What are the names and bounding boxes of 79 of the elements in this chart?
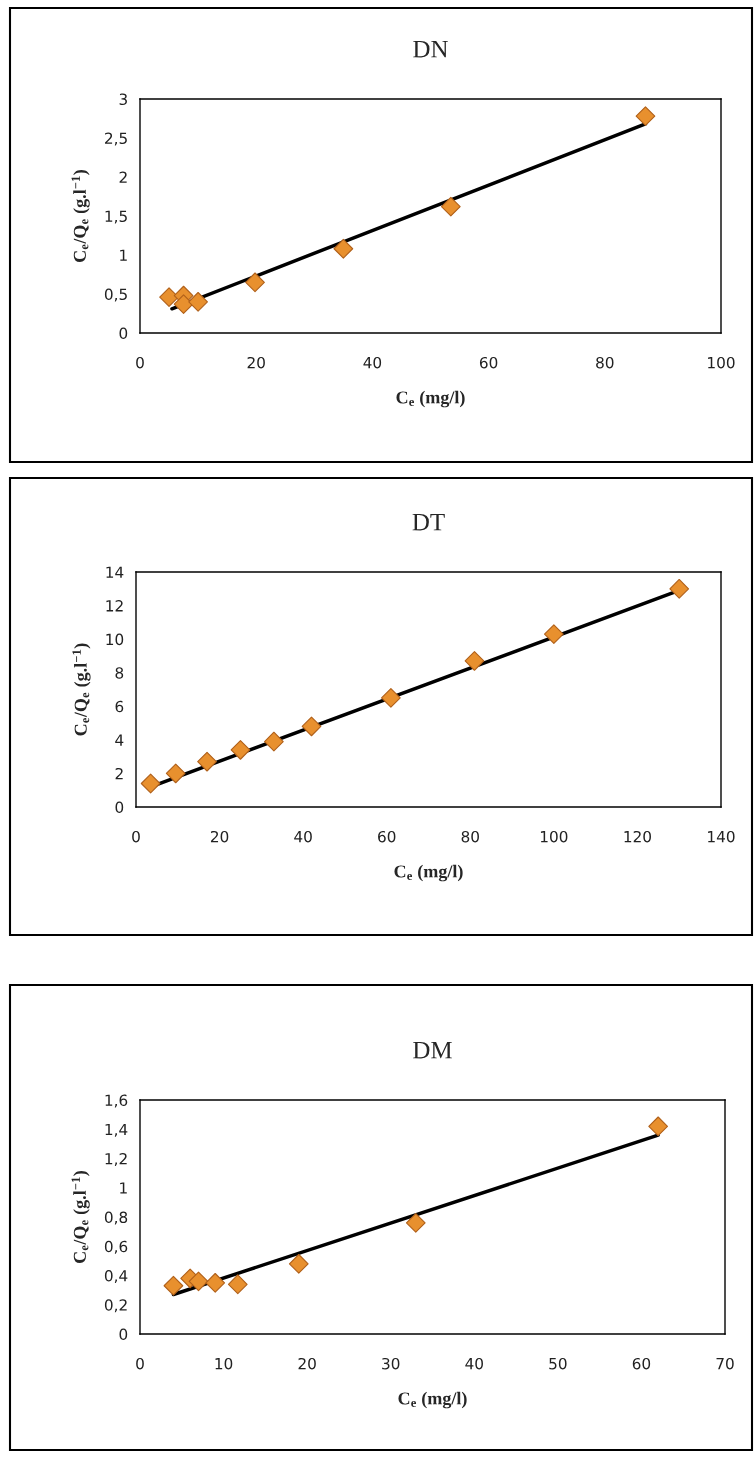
point	[140, 773, 161, 794]
chart-title: DT	[412, 513, 445, 531]
y-tick-label: 1,6	[105, 1094, 128, 1108]
x-tick-label: 40	[294, 830, 312, 843]
y-tick-label: 0	[119, 1328, 128, 1341]
x-tick-label: 100	[708, 356, 735, 369]
chart-title: DN	[413, 40, 448, 58]
y-tick-label: 2	[115, 767, 123, 780]
point	[301, 716, 322, 737]
y-tick-label: 3	[119, 93, 127, 106]
x-tick-label: 70	[716, 1357, 734, 1370]
point	[648, 1116, 669, 1137]
point	[230, 740, 251, 760]
x-tick-label: 100	[540, 830, 568, 843]
x-tick-label: 60	[479, 356, 498, 369]
x-tick-label: 40	[363, 356, 382, 369]
y-tick-label: 0	[115, 801, 124, 814]
x-tick-label: 0	[132, 830, 140, 843]
point	[163, 1275, 184, 1296]
x-tick-label: 80	[461, 830, 479, 843]
x-tick-label: 50	[549, 1357, 567, 1370]
y-tick-label: 14	[106, 566, 124, 578]
point	[464, 651, 485, 671]
y-tick-label: 0,4	[104, 1269, 128, 1284]
x-tick-label: 20	[247, 356, 265, 369]
point	[264, 731, 284, 752]
x-tick-label: 0	[136, 1357, 144, 1370]
x-axis-title: C$_{e}$ (mg/l)	[396, 390, 465, 408]
y-tick-label: 0,5	[104, 288, 127, 302]
y-tick-label: 0,2	[104, 1299, 127, 1313]
y-tick-label: 6	[115, 700, 124, 713]
x-tick-label: 80	[596, 356, 614, 369]
y-tick-label: 1,2	[105, 1152, 127, 1167]
point	[440, 196, 461, 217]
y-axis-title: C$_{e}$/Q$_{e}$ (g.l$^{−1}$)	[72, 643, 91, 736]
point	[188, 291, 208, 312]
y-tick-label: 1,4	[105, 1123, 128, 1137]
chart-title: DM	[413, 1041, 452, 1059]
point	[669, 578, 690, 599]
y-tick-label: 10	[106, 633, 124, 646]
y-tick-label: 0,8	[104, 1211, 128, 1225]
point	[381, 688, 401, 708]
y-axis-title: C$_{e}$/Q$_{e}$ (g.l$^{−1}$)	[71, 1171, 90, 1263]
x-tick-label: 20	[298, 1357, 316, 1370]
y-tick-label: 8	[115, 667, 124, 679]
x-tick-label: 140	[708, 830, 735, 843]
y-tick-label: 12	[106, 600, 123, 612]
y-tick-label: 0,6	[104, 1240, 128, 1254]
y-tick-label: 1	[120, 249, 127, 261]
point	[288, 1253, 309, 1274]
point	[173, 294, 194, 315]
point	[159, 287, 179, 307]
point	[245, 272, 265, 293]
y-tick-label: 2	[119, 171, 127, 183]
y-tick-label: 1	[120, 1182, 127, 1194]
x-tick-label: 20	[210, 830, 229, 843]
point	[188, 1271, 209, 1292]
x-tick-label: 30	[382, 1357, 400, 1370]
point	[197, 751, 217, 772]
x-tick-label: 60	[378, 830, 396, 843]
point	[635, 106, 656, 127]
point	[405, 1212, 426, 1233]
y-axis-title: C$_{e}$/Q$_{e}$ (g.l$^{−1}$)	[71, 170, 90, 262]
point	[543, 624, 564, 644]
point	[333, 238, 354, 259]
x-axis-title: C$_{e}$ (mg/l)	[394, 864, 463, 882]
point	[165, 763, 186, 784]
x-axis-title: C$_{e}$ (mg/l)	[398, 1391, 467, 1409]
point	[205, 1272, 226, 1293]
y-tick-label: 4	[115, 734, 124, 746]
x-tick-label: 120	[624, 830, 651, 843]
x-tick-label: 0	[136, 356, 144, 369]
x-tick-label: 10	[215, 1357, 233, 1370]
y-tick-label: 1,5	[105, 210, 127, 224]
x-tick-label: 60	[632, 1357, 651, 1370]
x-tick-label: 40	[465, 1357, 483, 1370]
y-tick-label: 0	[119, 327, 128, 340]
y-tick-label: 2,5	[105, 132, 127, 146]
point	[227, 1274, 248, 1295]
